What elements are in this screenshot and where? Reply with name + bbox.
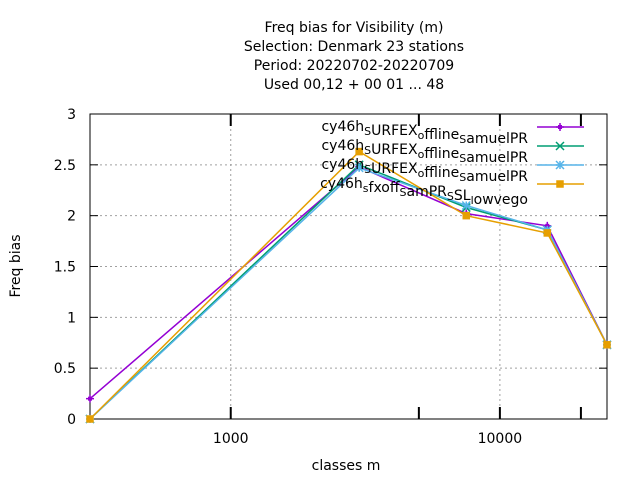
y-tick-label: 1.5 [54,260,76,276]
legend-label-3: cy46hSURFEXofflineSamuelPR [321,157,528,185]
series-4-point [462,211,471,220]
legend-marker-3 [555,160,565,170]
series-3-point [354,163,364,173]
title-line-2: Selection: Denmark 23 stations [244,39,464,55]
legend-marker-4 [556,180,564,188]
plot-frame [89,113,608,420]
title-line-3: Period: 20220702-20220709 [254,58,454,74]
y-tick-label: 0.5 [54,361,76,377]
data-series [85,147,612,424]
series-line-2 [89,163,608,420]
legend-label-2: cy46hSURFEXofflineSamuelPR [321,138,528,166]
x-axis-label: classes m [312,458,381,474]
y-tick-label: 2 [67,209,76,225]
y-axis-label: Freq bias [8,234,24,297]
series-4-point [603,341,611,349]
chart-title: Freq bias for Visibility (m) Selection: … [244,20,464,93]
series-4-point [543,229,552,237]
title-line-1: Freq bias for Visibility (m) [265,20,444,36]
legend-marker-1 [556,123,564,131]
series-1-point [86,394,94,403]
y-tick-label: 0 [67,412,76,428]
y-tick-label: 3 [67,107,76,123]
x-tick-label: 1000 [213,431,249,447]
series-line-1 [89,166,608,400]
series-4-point [355,147,363,156]
legend-label-1: cy46hSURFEXofflineSamuelPR [321,119,528,147]
legend-marker-2 [555,141,565,151]
x-tick-label: 10000 [478,431,523,447]
legend-label-4: cy46hsfxoffSamPRSSLlowvego [320,176,528,208]
series-3-point [461,200,471,211]
legend: cy46hSURFEXofflineSamuelPRcy46hSURFEXoff… [320,119,584,208]
y-tick-label: 1 [67,310,76,326]
grid-lines [90,114,607,419]
series-line-3 [89,167,608,420]
axes: 0 0.5 1 1.5 2 2.5 3 1000 10000 [54,107,608,447]
y-tick-label: 2.5 [54,158,76,174]
title-line-4: Used 00,12 + 00 01 ... 48 [264,77,444,93]
series-4-point [86,415,94,423]
